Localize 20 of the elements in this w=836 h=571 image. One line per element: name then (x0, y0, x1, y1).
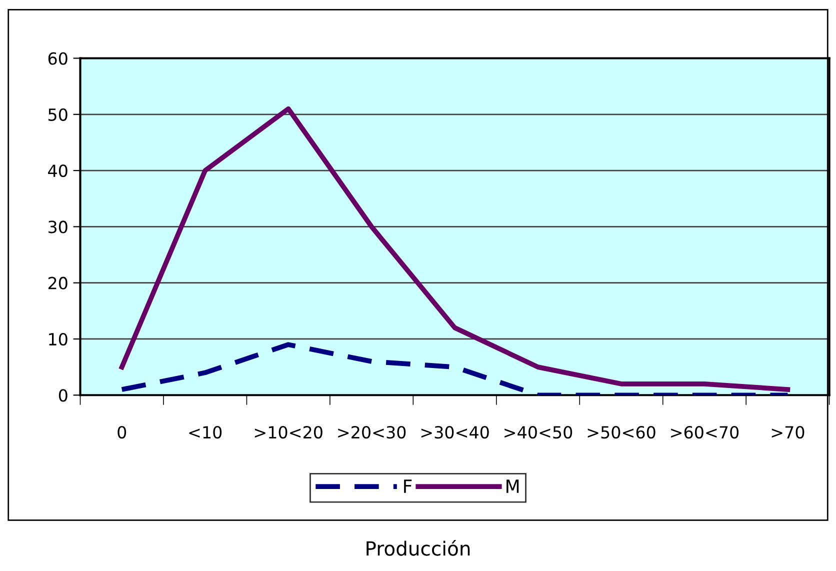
line-series (119, 106, 790, 392)
x-tick-label: >60<70 (671, 426, 739, 439)
y-tick-label: 30 (48, 220, 68, 234)
x-tick-label: <10 (189, 426, 222, 439)
x-tick-label: >10<20 (254, 426, 322, 439)
y-tick-label: 0 (58, 389, 68, 402)
x-tick-label: >30<40 (421, 426, 489, 439)
y-tick-label: 20 (48, 276, 68, 290)
x-tick-label: >70 (772, 426, 804, 439)
x-tick-label: >40<50 (504, 426, 572, 439)
x-tick-label: 0 (118, 426, 126, 439)
y-tick-label: 50 (48, 108, 68, 121)
x-tick-label: >20<30 (338, 426, 406, 439)
x-tick-label: >50<60 (588, 426, 656, 439)
y-tick-label: 10 (49, 332, 68, 346)
legend-label: M (506, 480, 519, 493)
legend-label: F (404, 480, 412, 493)
y-tick-label: 60 (48, 52, 68, 65)
text: Producción (366, 540, 470, 556)
y-tick-label: 40 (48, 164, 68, 178)
